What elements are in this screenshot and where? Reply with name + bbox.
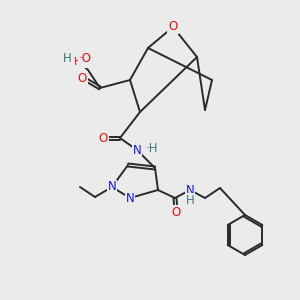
Text: H: H: [63, 52, 72, 64]
Text: O: O: [171, 206, 181, 218]
Text: O: O: [98, 131, 108, 145]
Text: N: N: [126, 191, 134, 205]
Text: H·O: H·O: [74, 57, 94, 67]
Text: ·O: ·O: [79, 52, 92, 64]
Text: O: O: [168, 20, 178, 34]
Text: O: O: [77, 71, 87, 85]
Text: ·H: ·H: [146, 142, 158, 154]
Text: H: H: [186, 194, 194, 206]
Text: N: N: [186, 184, 194, 196]
Text: N: N: [133, 143, 141, 157]
Text: N: N: [108, 181, 116, 194]
